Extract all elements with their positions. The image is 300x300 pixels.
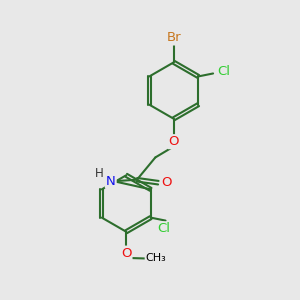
Text: Cl: Cl [217,65,230,79]
Text: N: N [106,175,116,188]
Text: O: O [169,135,179,148]
Text: O: O [161,176,172,189]
Text: H: H [94,167,103,180]
Text: CH₃: CH₃ [146,254,166,263]
Text: O: O [121,247,131,260]
Text: Br: Br [167,32,181,44]
Text: Cl: Cl [158,222,171,236]
